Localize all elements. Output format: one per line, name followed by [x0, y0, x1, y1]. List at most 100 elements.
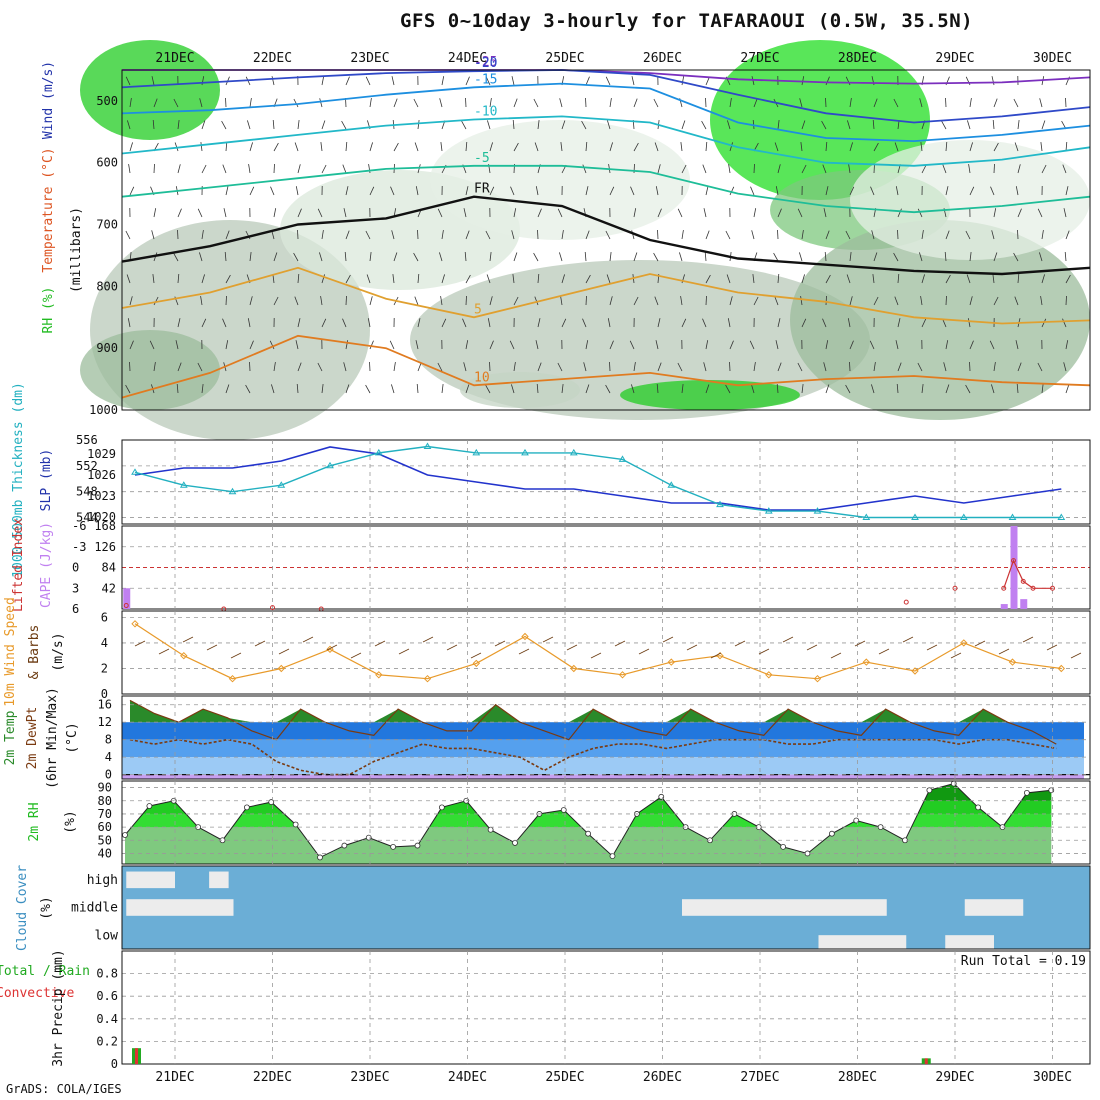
thickness-point-9 — [569, 448, 578, 456]
label-wind-upper: Wind (m/s) — [41, 61, 56, 139]
isotherm-label--15: -15 — [474, 72, 497, 87]
lifted-index-point-0 — [123, 603, 129, 609]
date-bottom-22DEC: 22DEC — [253, 1070, 292, 1085]
wind-ytick-6: 6 — [101, 610, 108, 624]
rh-point-9 — [341, 842, 348, 849]
temp-above-12-fill — [130, 700, 1057, 723]
wind-frame — [121, 610, 1091, 695]
slp-line — [134, 446, 1062, 511]
precip-ytick-0.4: 0.4 — [96, 1012, 118, 1026]
isotherm-label-10: 10 — [474, 370, 490, 385]
temp-line — [129, 699, 1057, 745]
temp-frame — [121, 695, 1091, 780]
rh-ytick-40: 40 — [98, 846, 112, 860]
wind-ytick-0: 0 — [101, 687, 108, 701]
thickness-point-13 — [764, 507, 773, 514]
label-cloud-units: (%) — [39, 896, 54, 919]
label-wind-speed: 10m Wind Speed — [3, 597, 18, 707]
label-slp: SLP (mb) — [39, 449, 54, 512]
thickness-point-4 — [326, 461, 334, 469]
slp-frame — [121, 439, 1091, 525]
isotherm--20 — [121, 69, 1091, 124]
slp-ytick-left-556: 556 — [76, 433, 98, 447]
date-bottom-28DEC: 28DEC — [838, 1070, 877, 1085]
rh-point-37 — [1023, 789, 1030, 796]
thickness-point-2 — [228, 487, 237, 495]
rh-point-16 — [512, 840, 518, 846]
wind-speed-point-7 — [472, 659, 481, 668]
thickness-point-14 — [813, 507, 822, 514]
rh-band-0 — [125, 813, 1052, 828]
label-temperature-upper: Temperature (°C) — [41, 147, 56, 272]
lifted-index-point-6 — [1001, 585, 1007, 591]
thickness-point-7 — [472, 448, 481, 456]
upper-ytick-800: 800 — [96, 279, 118, 293]
thickness-point-19 — [1057, 513, 1066, 520]
date-bottom-23DEC: 23DEC — [350, 1070, 389, 1085]
cape-bar-8 — [1020, 599, 1028, 609]
isotherm--10 — [121, 115, 1091, 167]
wind-speed-point-4 — [326, 645, 334, 654]
wind-speed-point-16 — [911, 667, 919, 675]
run-total-label: Run Total = 0.19 — [961, 954, 1086, 969]
upper-ytick-500: 500 — [96, 94, 118, 108]
wind-speed-point-17 — [960, 639, 968, 647]
temp-ytick-4: 4 — [105, 750, 112, 764]
thickness-point-3 — [277, 481, 286, 488]
rh-ytick-80: 80 — [98, 794, 112, 808]
cape-frame — [121, 525, 1091, 610]
temp-band-4-8 — [122, 739, 1084, 758]
rh-point-35 — [975, 804, 982, 811]
temp-ytick-0: 0 — [105, 768, 112, 782]
thickness-point-5 — [374, 448, 383, 456]
rh-point-1 — [146, 803, 153, 809]
cape-ytick-42: 42 — [102, 581, 116, 595]
cloud-row-label-low: low — [95, 928, 119, 943]
cape-bar-7 — [1010, 526, 1018, 609]
li-ytick--6: -6 — [72, 519, 86, 533]
rh-shade-7 — [430, 120, 690, 240]
thickness-point-17 — [959, 513, 968, 520]
rh-shade-0 — [80, 40, 220, 140]
isotherm-5 — [121, 266, 1091, 325]
upper-ytick-700: 700 — [96, 218, 118, 232]
date-top-26DEC: 26DEC — [643, 51, 682, 66]
isotherm-label-5: 5 — [474, 302, 482, 317]
rh-point-7 — [292, 821, 299, 828]
date-bottom-24DEC: 24DEC — [448, 1070, 487, 1085]
date-top-27DEC: 27DEC — [740, 51, 779, 66]
footer-credit: GrADS: COLA/IGES — [6, 1082, 122, 1096]
upper-ytick-1000: 1000 — [89, 403, 118, 417]
li-ytick-6: 6 — [72, 602, 79, 616]
cloud-clear-middle-2 — [964, 899, 1024, 916]
date-bottom-21DEC: 21DEC — [155, 1070, 194, 1085]
precip-conv-bar-0 — [135, 1048, 138, 1064]
cloud-clear-low-1 — [945, 935, 994, 949]
cape-bar-6 — [1000, 604, 1008, 609]
rh-point-5 — [243, 804, 250, 811]
thickness-point-6 — [423, 442, 432, 449]
rh-band-2 — [125, 783, 1052, 801]
slp-ytick-right-1020: 1020 — [87, 510, 116, 524]
lifted-index-point-5 — [952, 585, 958, 591]
precip-ytick-0.8: 0.8 — [96, 967, 118, 981]
thickness-point-8 — [521, 448, 529, 456]
precip-ytick-0.6: 0.6 — [96, 989, 118, 1003]
rh-point-22 — [658, 793, 665, 800]
temp-ytick-12: 12 — [98, 715, 112, 729]
wind-speed-point-13 — [765, 671, 773, 679]
isotherm-label--10: -10 — [474, 104, 497, 119]
label-rh-upper: RH (%) — [41, 287, 56, 334]
label-rh-units: (%) — [63, 810, 78, 833]
slp-ytick-left-548: 548 — [76, 485, 98, 499]
slp-ytick-left-544: 544 — [76, 511, 98, 525]
rh-point-10 — [365, 834, 372, 841]
thickness-point-15 — [862, 513, 871, 520]
date-top-21DEC: 21DEC — [155, 51, 194, 66]
temp-band-8-12 — [122, 722, 1084, 740]
rh-shade-9 — [80, 330, 220, 410]
label-2m-temp: 2m Temp — [3, 710, 18, 765]
rh-ytick-70: 70 — [98, 807, 112, 821]
thickness-point-18 — [1008, 513, 1017, 520]
